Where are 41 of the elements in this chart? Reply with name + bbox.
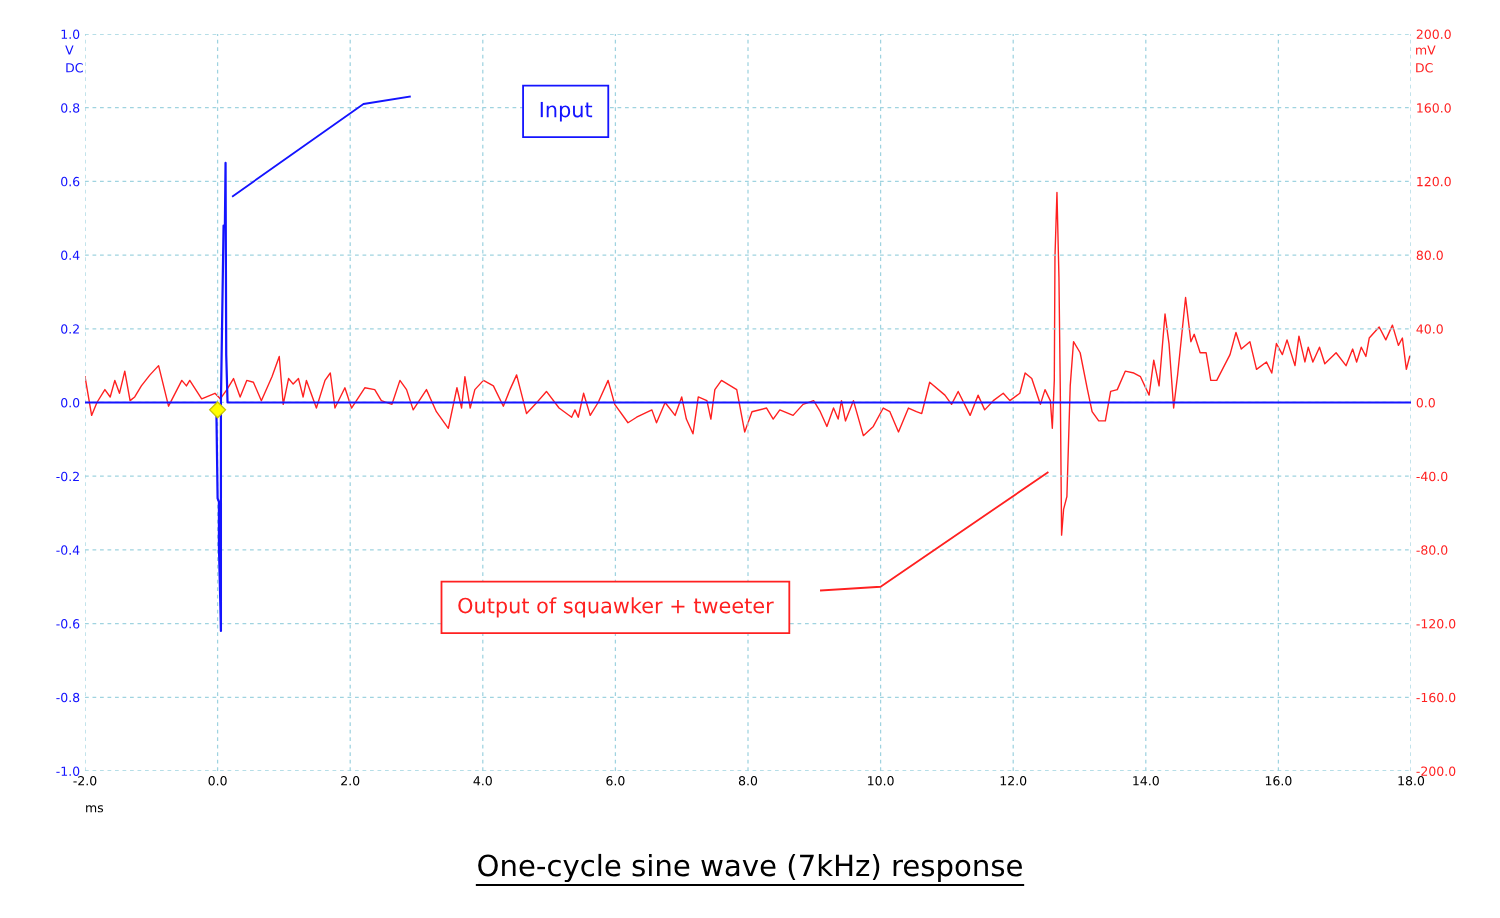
- y2-tick-label: -160.0: [1416, 692, 1456, 703]
- y-tick-label: 1.0: [61, 29, 80, 39]
- x-tick-label: -2.0: [73, 776, 97, 786]
- y-tick-label: 0.4: [61, 250, 80, 261]
- y2-tick-label: -80.0: [1416, 545, 1448, 555]
- y-tick-label: -0.4: [56, 545, 80, 555]
- y2-tick-label: 200.0: [1416, 29, 1451, 39]
- y2-tick-label: -120.0: [1416, 619, 1456, 629]
- x-tick-label: 12.0: [1000, 776, 1027, 786]
- y2-tick-label: 40.0: [1416, 324, 1443, 334]
- y-axis-title: V DC: [65, 45, 83, 73]
- line-series: [85, 191, 1411, 536]
- y-tick-label: 0.0: [61, 397, 80, 408]
- x-tick-label: 18.0: [1398, 776, 1425, 786]
- y2-tick-label: 0.0: [1416, 397, 1435, 408]
- y2-tick-label: -200.0: [1416, 766, 1456, 776]
- x-tick-label: 2.0: [341, 776, 360, 786]
- y2-tick-label: -40.0: [1416, 471, 1448, 482]
- annotation: Input: [540, 101, 593, 122]
- x-tick-label: 6.0: [606, 776, 625, 786]
- y-tick-label: 0.2: [61, 324, 79, 334]
- y2-tick-label: 120.0: [1417, 176, 1451, 187]
- y-tick-label: -0.6: [56, 619, 80, 629]
- text: One-cycle sine wave (7kHz) response: [478, 853, 1022, 883]
- y-tick-label: -1.0: [56, 766, 80, 776]
- y2-tick-label: 160.0: [1417, 103, 1451, 113]
- y2-tick-label: 80.0: [1416, 250, 1443, 261]
- y-tick-label: -0.2: [56, 471, 79, 482]
- line-series: [85, 161, 1411, 633]
- y2-axis-title: mV DC: [1416, 45, 1436, 73]
- x-axis-title: ms: [86, 805, 104, 813]
- annotation: Output of squawker + tweeter: [458, 597, 774, 618]
- y-tick-label: 0.6: [61, 176, 80, 187]
- x-tick-label: 4.0: [473, 776, 492, 786]
- x-tick-label: 10.0: [868, 776, 894, 786]
- x-tick-label: 14.0: [1133, 776, 1159, 786]
- x-tick-label: 0.0: [208, 776, 227, 786]
- x-tick-label: 8.0: [738, 776, 758, 786]
- x-tick-label: 16.0: [1265, 776, 1292, 786]
- y-tick-label: -0.8: [56, 692, 80, 703]
- y-tick-label: 0.8: [61, 103, 80, 113]
